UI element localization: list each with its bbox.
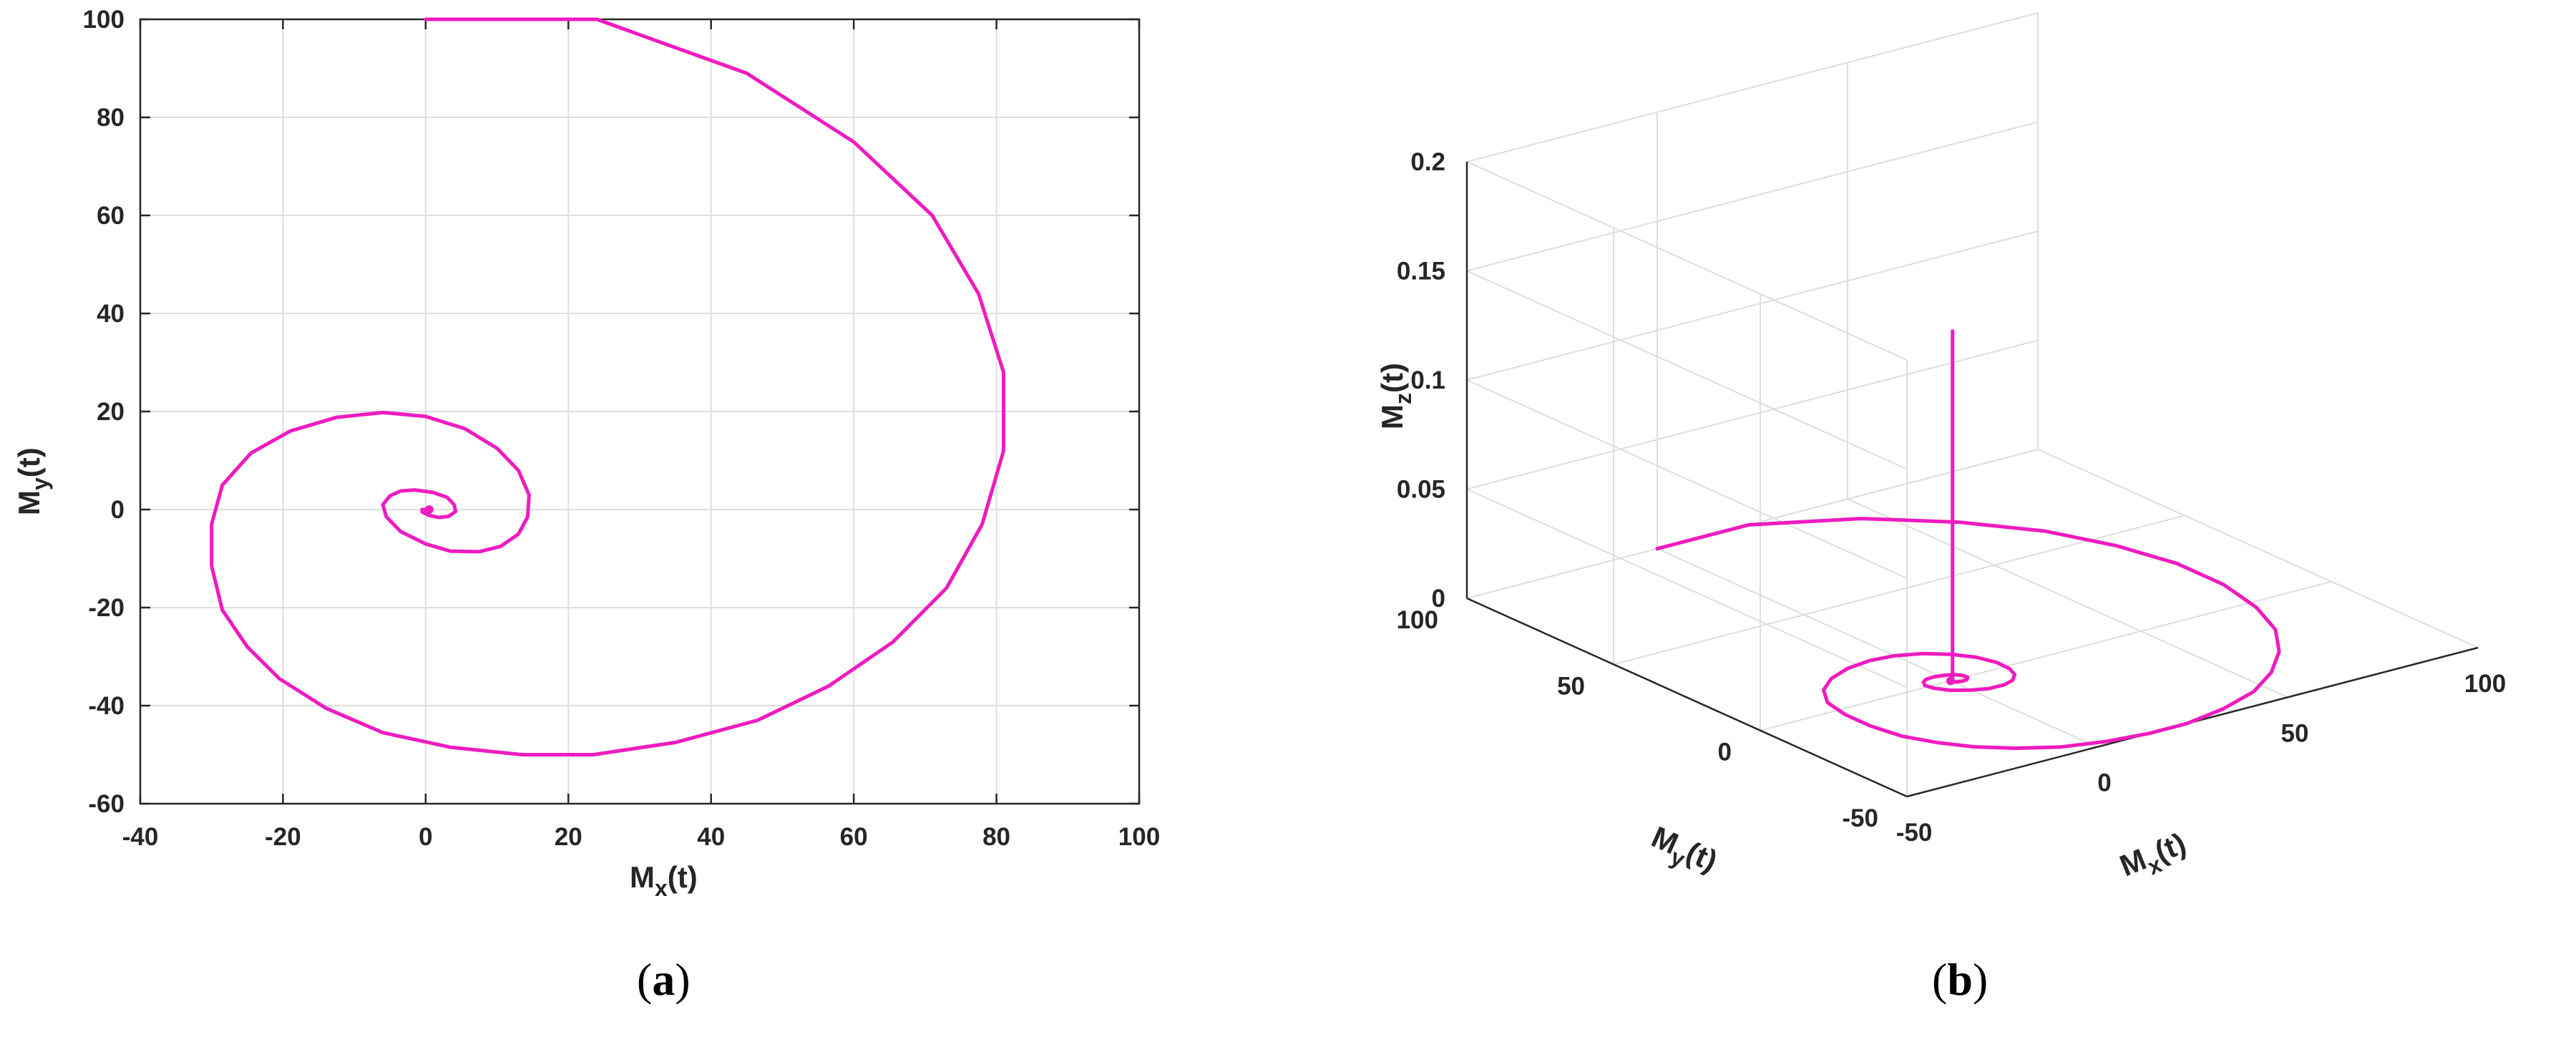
panel-b-xtick-label: -50	[1896, 819, 1933, 847]
panel-b-ytick-label: 0	[1718, 739, 1732, 766]
panel-b-wall2-grid-z	[1466, 339, 2039, 490]
panel-a-xtick-label: 100	[1118, 823, 1160, 851]
panel-a-xtick-label: -20	[265, 823, 301, 851]
panel-b-xtick-label: 0	[2097, 769, 2111, 797]
panel-a-ylabel: My(t)	[12, 447, 53, 515]
panel-a-ytick-label: 20	[97, 398, 125, 426]
panel-a-ytick-label: -40	[88, 692, 125, 720]
panel-b-wall2-grid-z	[1466, 230, 2039, 381]
panel-b-ytick-label: 100	[1397, 606, 1438, 634]
panel-b-ztick-label: 0.1	[1410, 366, 1445, 394]
panel-a-end-point	[424, 505, 434, 514]
panel-a-ytick-label: -20	[88, 594, 125, 622]
panel-a-xtick-label: -40	[122, 823, 159, 851]
panel-b-ztick-label: 0	[1432, 585, 1445, 613]
panel-a-caption: (a)	[637, 954, 691, 1005]
panel-b-wall2-grid-z	[1466, 121, 2039, 272]
panel-b-ytick-label: -50	[1842, 804, 1878, 832]
panel-b-spiral-trajectory	[1655, 329, 2281, 750]
panel-a-grid	[140, 19, 1139, 804]
panel-b-floor-grid-y	[1760, 580, 2332, 731]
panel-b-ytick-label: 50	[1557, 672, 1585, 700]
panel-b-wall2-grid-z	[1466, 12, 2039, 162]
panel-b-wall-grid-z	[1466, 488, 1908, 688]
panel-a-ytick-label: 80	[97, 104, 125, 132]
panel-b-ztick-label: 0.05	[1397, 476, 1445, 504]
panel-b-ztick-label: 0.2	[1410, 148, 1445, 176]
panel-b-wall-grid-z	[1466, 379, 1908, 579]
panel-a-xtick-label: 0	[419, 823, 432, 851]
panel-a-tick-labels: -40 -20 0 20 40 60 80 100 -60 -40 -20 0 20 40 60 80 100	[83, 6, 1161, 851]
panel-a-xtick-label: 40	[697, 823, 725, 851]
panel-a-xtick-label: 60	[840, 823, 868, 851]
panel-b-3d-box	[1465, 12, 2479, 798]
panel-b-end-point	[1946, 676, 1955, 686]
panel-b-ylabel: My(t)	[1644, 819, 1722, 885]
panel-a-xlabel: Mx(t)	[630, 860, 698, 901]
panel-b-wall-grid-z	[1466, 161, 1908, 361]
panel-a-ytick-label: 0	[111, 496, 125, 524]
panel-b-floor-grid-x	[1657, 547, 2098, 748]
panel-a-xtick-label: 80	[982, 823, 1010, 851]
panel-b-y-axis	[1466, 597, 1908, 798]
panel-a-xtick-label: 20	[555, 823, 582, 851]
panel-a-ytick-label: -60	[88, 790, 125, 818]
panel-a-ticks	[139, 18, 1141, 805]
panel-b-floor-grid-x	[2037, 449, 2479, 648]
panel-a-spiral-trajectory	[210, 17, 1005, 756]
panel-b-xlabel: Mx(t)	[2115, 826, 2193, 889]
panel-a-2d-plot: -40 -20 0 20 40 60 80 100-60-40-20020406080100 …	[12, 6, 1160, 1005]
panel-b-xtick-label: 50	[2281, 719, 2309, 747]
panel-b-caption: (b)	[1932, 954, 1988, 1005]
panel-b-ztick-label: 0.15	[1397, 258, 1445, 286]
panel-b-floor-grid-x	[1847, 498, 2288, 698]
panel-a-ytick-label: 40	[97, 300, 125, 328]
panel-a-ytick-label: 60	[97, 202, 125, 230]
panel-a-ytick-label: 100	[83, 6, 125, 34]
panel-b-wall-grid-z	[1466, 270, 1908, 470]
panel-b-xtick-label: 100	[2464, 670, 2506, 698]
